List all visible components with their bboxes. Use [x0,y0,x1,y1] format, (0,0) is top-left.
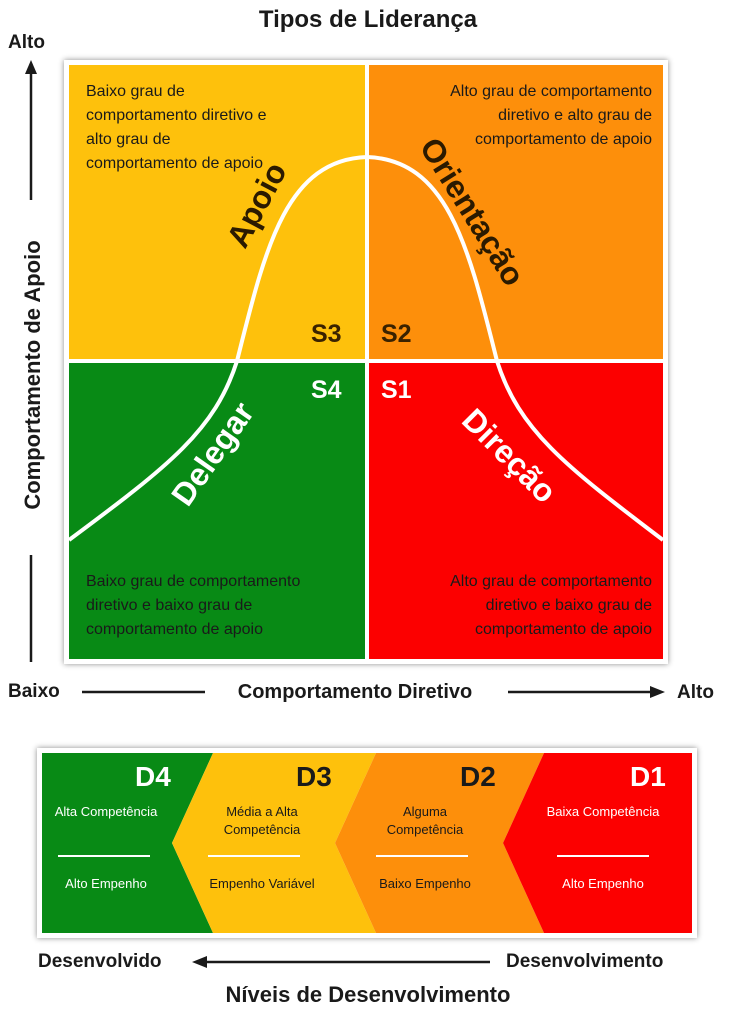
orientacao-description: Alto grau de comportamento diretivo e al… [450,83,652,148]
level-d1-competence: Baixa Competência [546,804,660,819]
level-d2-shape [335,753,544,933]
level-d3-competence: Média a Alta Competência [223,804,301,837]
y-axis-high-label: Alto [8,32,45,53]
level-d4-commitment: Alto Empenho [65,876,147,891]
quadrant-orientacao [369,65,663,359]
level-d1-shape [503,753,692,933]
level-d3-shape [172,753,376,933]
x-axis-label: Comportamento Diretivo [237,681,473,703]
level-d3-commitment: Empenho Variável [209,876,315,891]
x-axis-low-label: Baixo [8,681,60,702]
level-d4-code: D4 [135,761,171,792]
quadrant-delegar [69,363,365,659]
development-title: Níveis de Desenvolvimento [225,982,511,1007]
y-axis-label: Comportamento de Apoio [20,240,45,510]
level-d1-code: D1 [630,761,666,792]
developed-label: Desenvolvido [38,951,162,972]
y-axis-arrow-icon [25,60,37,74]
quadrant-apoio [69,65,365,359]
x-axis-high-label: Alto [677,682,714,703]
development-arrow-icon [192,956,207,968]
code-s3: S3 [311,320,342,348]
level-d2-commitment: Baixo Empenho [379,876,471,891]
level-d3-code: D3 [296,761,332,792]
code-s1: S1 [381,376,412,404]
level-d2-competence: Alguma Competência [386,804,464,837]
developing-label: Desenvolvimento [506,951,664,972]
apoio-description: Baixo grau de comportamento diretivo e a… [86,83,267,172]
x-axis-arrow-icon [650,686,665,698]
delegar-description: Baixo grau de comportamento diretivo e b… [86,573,301,638]
direcao-description: Alto grau de comportamento diretivo e ba… [450,573,652,638]
level-d1-commitment: Alto Empenho [562,876,644,891]
leadership-curve [67,154,665,542]
code-s2: S2 [381,320,412,348]
code-s4: S4 [311,376,342,404]
level-d4-shape [42,753,213,933]
level-d4-competence: Alta Competência [54,804,158,819]
level-d2-code: D2 [460,761,496,792]
page-title: Tipos de Liderança [258,6,478,33]
quadrant-direcao [369,363,663,659]
